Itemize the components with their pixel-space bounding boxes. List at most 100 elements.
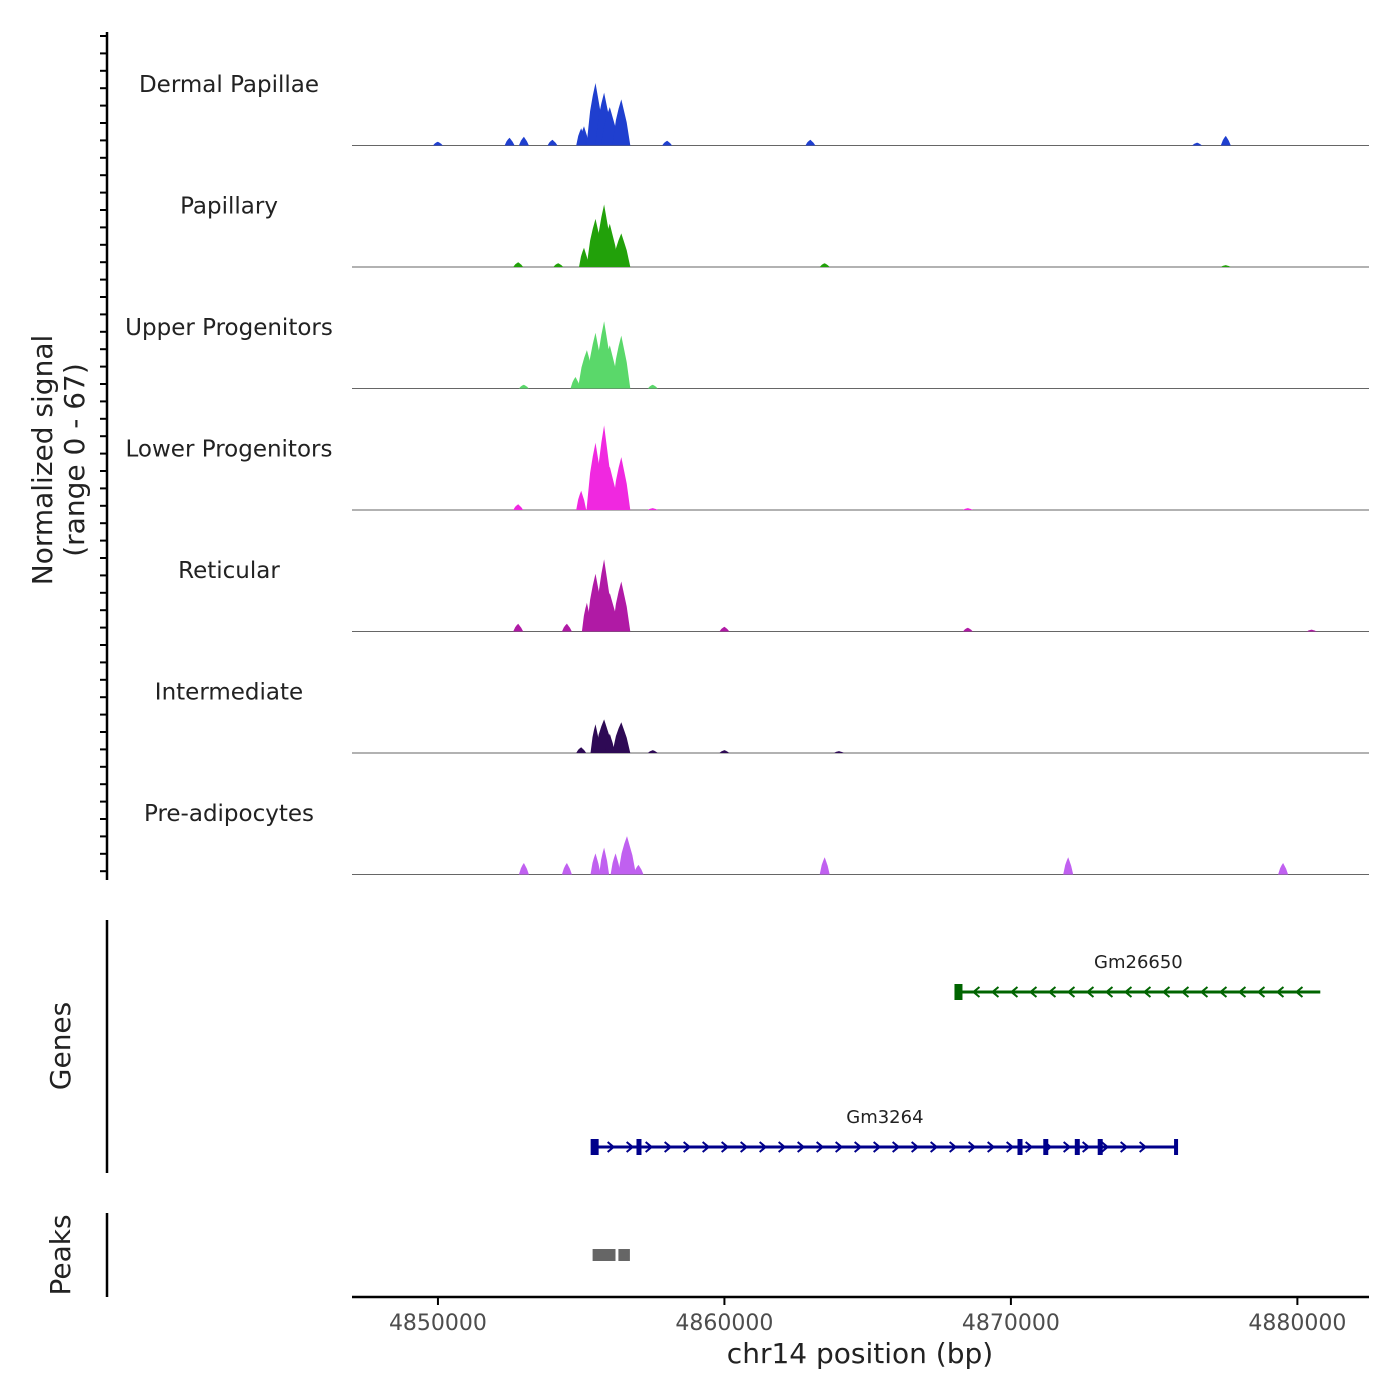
x-tick-label: 4880000 xyxy=(1248,1311,1346,1336)
strand-arrow xyxy=(626,1141,635,1153)
strand-arrow xyxy=(816,1141,825,1153)
strand-arrow xyxy=(1104,986,1114,998)
strand-arrow xyxy=(683,1141,692,1153)
coverage-peak xyxy=(612,722,631,753)
coverage-peak xyxy=(612,335,631,389)
coverage-peak xyxy=(570,377,581,389)
coverage-peak xyxy=(1306,629,1317,632)
track-label: Reticular xyxy=(178,558,280,584)
strand-arrow xyxy=(1138,1141,1148,1153)
strand-arrow xyxy=(1028,986,1038,998)
track-intermediate: Intermediate xyxy=(155,680,1369,754)
track-pre-adipocytes: Pre-adipocytes xyxy=(144,801,1369,875)
strand-arrow xyxy=(1237,986,1247,998)
coverage-peak xyxy=(610,853,621,875)
exon xyxy=(1174,1139,1179,1155)
x-axis-ticks: 4850000 4860000 4870000 4880000 xyxy=(389,1297,1346,1336)
strand-arrow xyxy=(911,1141,920,1153)
coverage-peak xyxy=(553,263,564,267)
track-label: Papillary xyxy=(180,194,278,220)
strand-arrow xyxy=(1062,1141,1072,1153)
gene-label: Gm26650 xyxy=(1094,952,1183,973)
gene-gm26650: Gm26650 xyxy=(954,952,1321,1000)
strand-arrow xyxy=(1009,986,1019,998)
exon xyxy=(1074,1139,1080,1155)
coverage-peak xyxy=(432,141,443,146)
strand-arrow xyxy=(1218,986,1228,998)
coverage-peak xyxy=(513,262,524,267)
coverage-peak xyxy=(547,139,558,146)
coverage-peak xyxy=(647,384,658,389)
strand-arrow xyxy=(740,1141,749,1153)
coverage-peak xyxy=(504,137,515,146)
track-label: Intermediate xyxy=(155,680,303,706)
track-label: Lower Progenitors xyxy=(126,437,333,463)
coverage-peak xyxy=(576,747,587,753)
strand-arrow xyxy=(1256,986,1266,998)
coverage-peak xyxy=(819,857,830,875)
strand-arrow xyxy=(645,1141,654,1153)
coverage-peak xyxy=(576,490,587,510)
coverage-peak xyxy=(962,627,973,632)
strand-arrow xyxy=(1100,1141,1110,1153)
strand-arrow xyxy=(971,986,981,998)
track-dermal-papillae: Dermal Papillae xyxy=(139,72,1369,146)
strand-arrow xyxy=(1161,986,1171,998)
coverage-peak xyxy=(599,847,610,875)
strand-arrow xyxy=(607,1141,616,1153)
coverage-peak xyxy=(647,508,658,510)
x-tick-label: 4850000 xyxy=(389,1311,487,1336)
gene-gm3264: Gm3264 xyxy=(590,1107,1179,1155)
strand-arrow xyxy=(664,1141,673,1153)
coverage-peak xyxy=(719,626,730,632)
strand-arrow xyxy=(1294,986,1304,998)
coverage-peak xyxy=(1220,135,1231,146)
strand-arrow xyxy=(778,1141,787,1153)
coverage-peak xyxy=(561,863,572,875)
coverage-peak xyxy=(962,508,973,510)
exon xyxy=(636,1139,642,1155)
strand-arrow xyxy=(949,1141,958,1153)
coverage-peak xyxy=(600,223,619,267)
coverage-peak xyxy=(618,836,636,875)
coverage-peak xyxy=(1063,857,1074,875)
strand-arrow xyxy=(835,1141,844,1153)
coverage-peak xyxy=(518,384,529,389)
track-papillary: Papillary xyxy=(180,194,1369,268)
coverage-peak xyxy=(612,233,631,267)
coverage-peak xyxy=(590,853,601,875)
track-upper-progenitors: Upper Progenitors xyxy=(125,315,1369,389)
strand-arrow xyxy=(1142,986,1152,998)
strand-arrow xyxy=(759,1141,768,1153)
track-label: Upper Progenitors xyxy=(125,315,333,341)
gene-label: Gm3264 xyxy=(846,1107,923,1128)
strand-arrow xyxy=(930,1141,939,1153)
coverage-peak xyxy=(1278,863,1289,875)
exon xyxy=(1017,1139,1023,1155)
strand-arrow xyxy=(873,1141,882,1153)
strand-arrow xyxy=(1085,986,1095,998)
exon xyxy=(954,984,963,1000)
coverage-tracks: Dermal Papillae Papillary Upper Progenitor… xyxy=(125,72,1369,875)
coverage-peak xyxy=(513,504,524,510)
coverage-peak xyxy=(579,247,589,267)
strand-arrow xyxy=(1066,986,1076,998)
genes-axis-title: Genes xyxy=(44,1002,77,1090)
strand-arrow xyxy=(797,1141,806,1153)
track-reticular: Reticular xyxy=(178,558,1369,632)
strand-arrow xyxy=(1275,986,1285,998)
coverage-peak xyxy=(719,750,730,753)
coverage-peak xyxy=(805,139,816,146)
x-axis-title: chr14 position (bp) xyxy=(727,1337,993,1370)
coverage-peak xyxy=(834,751,844,753)
track-label: Dermal Papillae xyxy=(139,72,319,98)
peak-region xyxy=(618,1249,630,1261)
coverage-peak xyxy=(612,581,631,632)
track-label: Pre-adipocytes xyxy=(144,801,314,827)
y-axis-title-line2: (range 0 - 67) xyxy=(58,363,91,557)
coverage-peak xyxy=(819,263,830,267)
y-axis-title-line1: Normalized signal xyxy=(26,335,59,586)
coverage-peak xyxy=(647,750,658,753)
exon xyxy=(1043,1139,1049,1155)
